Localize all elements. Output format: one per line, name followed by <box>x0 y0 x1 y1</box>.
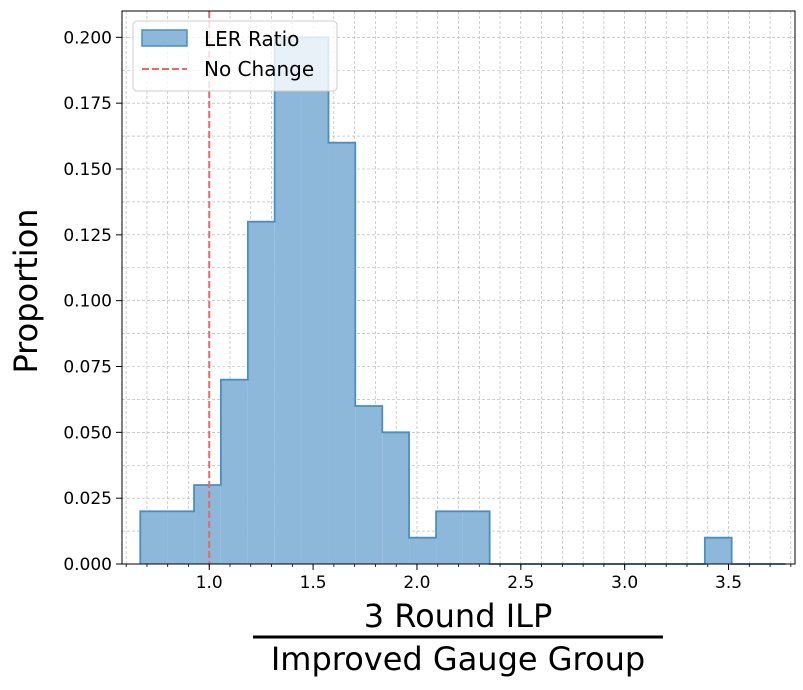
histogram-bar <box>436 511 463 564</box>
histogram-bar <box>274 37 302 565</box>
legend-label-no-change: No Change <box>204 57 314 81</box>
legend-label-ler-ratio: LER Ratio <box>204 27 299 51</box>
histogram-bar <box>704 537 732 564</box>
x-tick-label: 2.5 <box>507 573 534 593</box>
x-tick-label: 2.0 <box>403 573 430 593</box>
x-tick-label: 1.0 <box>196 573 223 593</box>
histogram-bar <box>409 537 437 564</box>
y-tick-labels: 0.000 0.025 0.050 0.075 0.100 0.125 0.150 0.175… <box>63 28 122 575</box>
x-tick-labels: 1.0 1.5 2.0 2.5 3.0 3.5 <box>125 564 792 593</box>
histogram-bar <box>247 221 275 564</box>
y-tick-label: 0.125 <box>63 226 112 246</box>
histogram-bar <box>301 37 329 565</box>
y-tick-label: 0.175 <box>63 94 112 114</box>
y-tick-label: 0.000 <box>63 555 112 575</box>
y-tick-label: 0.025 <box>63 489 112 509</box>
histogram-bar <box>328 142 356 564</box>
histogram-bar <box>194 485 221 564</box>
y-tick-label: 0.075 <box>63 358 112 378</box>
x-tick-label: 3.0 <box>611 573 638 593</box>
histogram-bars <box>139 36 786 565</box>
legend: LER Ratio No Change <box>132 20 338 92</box>
y-tick-label: 0.050 <box>63 423 112 443</box>
legend-patch-ler-ratio <box>141 29 188 47</box>
x-tick-label: 1.5 <box>300 573 327 593</box>
histogram-bar <box>355 406 383 564</box>
x-tick-label: 3.5 <box>715 573 742 593</box>
histogram-bar <box>220 379 248 564</box>
histogram-bar <box>167 511 195 564</box>
histogram-bar <box>462 511 490 564</box>
y-tick-label: 0.150 <box>63 160 112 180</box>
y-tick-label: 0.100 <box>63 292 112 312</box>
y-tick-label: 0.200 <box>63 28 112 48</box>
y-axis-label: Proportion <box>7 208 45 373</box>
histogram-bar <box>382 432 410 564</box>
x-axis-label-numerator: 3 Round ILP <box>364 597 553 635</box>
histogram-bar <box>140 511 168 564</box>
x-axis-label-denominator: Improved Gauge Group <box>271 640 645 678</box>
